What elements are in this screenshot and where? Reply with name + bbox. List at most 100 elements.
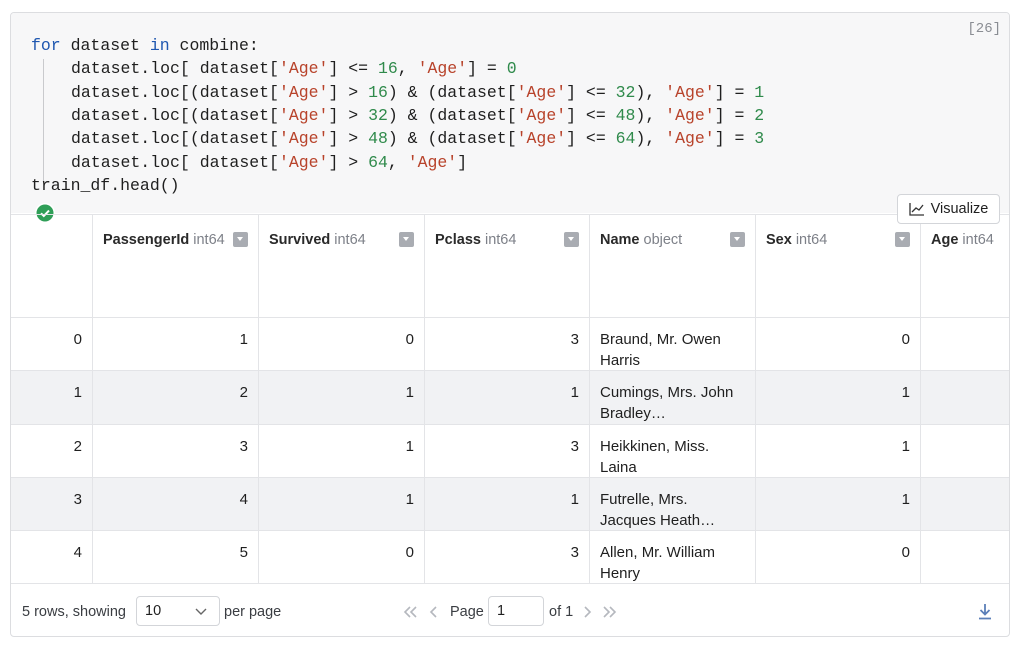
code-token: train_df.head() xyxy=(31,175,180,195)
table-cell: 2 xyxy=(11,424,93,478)
cell-value: 0 xyxy=(901,331,910,348)
cell-value: 4 xyxy=(239,490,248,508)
code-token: 64 xyxy=(368,152,388,172)
code-token: 'Age' xyxy=(278,59,329,79)
code-token: 'Age' xyxy=(665,82,715,102)
cell-value: 0 xyxy=(405,331,414,348)
code-token: ) & (dataset[ xyxy=(387,129,517,149)
code-area[interactable]: [26] for dataset in combine: dataset.loc[… xyxy=(11,13,1009,213)
table-cell xyxy=(921,477,1009,532)
row-index: 3 xyxy=(73,490,82,508)
code-token: ] <= xyxy=(566,82,616,102)
code-token: ) & (dataset[ xyxy=(387,105,517,125)
code-token: , xyxy=(397,59,418,79)
code-token: dataset.loc[(dataset[ xyxy=(71,105,279,125)
code-token: ] <= xyxy=(328,59,378,79)
indent-guide xyxy=(43,59,44,183)
row-index: 2 xyxy=(73,437,82,455)
cell-value: Allen, Mr. William Henry xyxy=(600,544,716,583)
visualize-button[interactable]: Visualize xyxy=(897,194,1000,224)
code-token: ] > xyxy=(328,129,369,149)
code-token: ] = xyxy=(714,129,755,149)
execution-count: [26] xyxy=(967,21,1001,37)
table-cell: 2 xyxy=(93,371,259,425)
column-menu[interactable] xyxy=(730,232,745,247)
table-cell: 1 xyxy=(259,424,425,478)
column-name: Pclass xyxy=(435,232,481,248)
per-page-label: per page xyxy=(224,604,282,620)
cell-value: 1 xyxy=(570,490,579,508)
next-buttons[interactable] xyxy=(583,605,623,619)
column-header: Survived int64 xyxy=(259,214,425,318)
table-cell: 1 xyxy=(93,318,259,372)
code-token: 64 xyxy=(615,129,636,149)
download-button[interactable] xyxy=(977,603,993,621)
row-index: 1 xyxy=(73,384,82,402)
code-token: in xyxy=(149,36,170,55)
cell-value: 2 xyxy=(239,384,248,402)
table-cell: 1 xyxy=(425,371,590,425)
column-header: Sex int64 xyxy=(756,214,921,318)
code-token: ), xyxy=(635,105,666,125)
column-header: Pclass int64 xyxy=(425,214,590,318)
table-cell xyxy=(921,371,1009,425)
table-cell: Braund, Mr. Owen Harris xyxy=(590,318,756,372)
code-token: dataset.loc[(dataset[ xyxy=(71,82,279,102)
cell-value: 1 xyxy=(405,490,414,508)
code-token: 32 xyxy=(368,105,388,125)
code-line: dataset.loc[ dataset['Age'] <= 16, 'Age'… xyxy=(71,58,517,80)
code-token: 'Age' xyxy=(516,129,567,149)
code-token: 2 xyxy=(754,105,765,125)
code-token: for xyxy=(31,36,61,55)
code-token: 'Age' xyxy=(417,59,468,79)
code-token: , xyxy=(387,152,408,172)
cell-value: Heikkinen, Miss. Laina xyxy=(600,437,710,476)
column-name: Name xyxy=(600,232,640,248)
table-cell: 0 xyxy=(756,318,921,372)
table-cell: 1 xyxy=(425,477,590,532)
prev-buttons[interactable] xyxy=(403,605,473,619)
code-token: 'Age' xyxy=(278,82,329,102)
page-input[interactable]: 1 xyxy=(488,596,544,626)
code-token: 'Age' xyxy=(516,105,567,125)
code-token: 16 xyxy=(377,59,398,79)
page-size-select[interactable]: 10 xyxy=(136,596,220,626)
column-name: PassengerId xyxy=(103,232,190,248)
code-token: ), xyxy=(635,82,666,102)
table-cell xyxy=(921,531,1009,585)
table-cell: 3 xyxy=(425,531,590,585)
page-size-value: 10 xyxy=(145,603,162,619)
code-token: 48 xyxy=(368,129,388,149)
code-token: 'Age' xyxy=(407,152,458,172)
column-dtype: int64 xyxy=(795,232,828,248)
table-cell: 1 xyxy=(756,477,921,532)
code-token: ) & (dataset[ xyxy=(387,82,517,102)
table-cell xyxy=(921,318,1009,372)
code-token: 32 xyxy=(615,82,636,102)
table-cell: 3 xyxy=(93,424,259,478)
code-token: ] = xyxy=(714,105,755,125)
page-count: of 1 xyxy=(549,604,574,620)
cell-value: 0 xyxy=(405,544,414,562)
code-token: ] = xyxy=(467,59,507,79)
table-cell: Allen, Mr. William Henry xyxy=(590,531,756,585)
rows-summary: 5 rows, showing xyxy=(22,604,126,620)
page-label: Page xyxy=(450,604,484,620)
code-token: 'Age' xyxy=(665,129,715,149)
table-cell: 0 xyxy=(756,531,921,585)
table-cell xyxy=(921,424,1009,478)
table-cell: 0 xyxy=(11,318,93,372)
chevron xyxy=(195,608,207,615)
column-menu[interactable] xyxy=(399,232,414,247)
code-token: combine: xyxy=(169,36,259,55)
table-cell: 0 xyxy=(259,318,425,372)
column-menu[interactable] xyxy=(233,232,248,247)
column-menu[interactable] xyxy=(895,232,910,247)
table-cell: Futrelle, Mrs. Jacques Heath… xyxy=(590,477,756,532)
cell-value: Cumings, Mrs. John Bradley… xyxy=(600,384,734,423)
code-token: 'Age' xyxy=(278,105,329,125)
column-menu[interactable] xyxy=(564,232,579,247)
code-token: ] > xyxy=(328,105,369,125)
table-cell: 1 xyxy=(756,424,921,478)
column-dtype: int64 xyxy=(334,232,366,248)
